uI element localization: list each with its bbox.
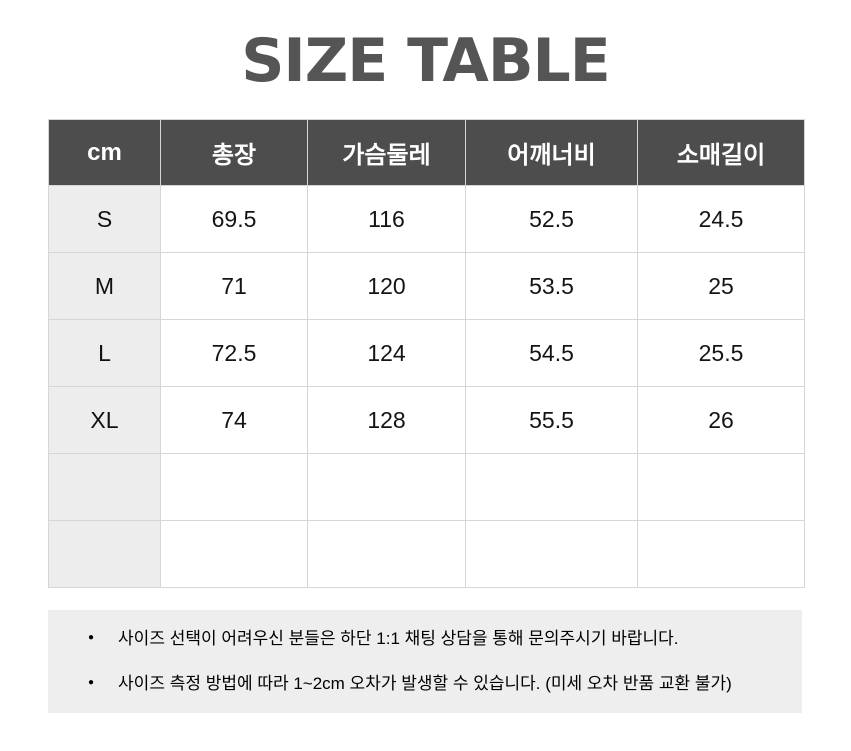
value-cell: 71 (160, 252, 308, 320)
header-cell-sleeve: 소매길이 (637, 119, 805, 186)
table-row-empty (48, 520, 805, 588)
value-cell: 55.5 (465, 386, 638, 454)
table-row-xl: XL 74 128 55.5 26 (48, 386, 805, 454)
notes-box: ● 사이즈 선택이 어려우신 분들은 하단 1:1 채팅 상담을 통해 문의주시… (48, 610, 802, 713)
bullet-icon: ● (88, 631, 95, 643)
size-cell: L (48, 319, 161, 387)
note-item: ● 사이즈 선택이 어려우신 분들은 하단 1:1 채팅 상담을 통해 문의주시… (88, 629, 782, 649)
header-cell-chest: 가슴둘레 (307, 119, 466, 186)
page-title: SIZE TABLE (241, 26, 611, 96)
value-cell: 24.5 (637, 185, 805, 253)
value-cell: 74 (160, 386, 308, 454)
header-row: cm 총장 가슴둘레 어깨너비 소매길이 (48, 119, 805, 186)
value-cell: 52.5 (465, 185, 638, 253)
value-cell (160, 520, 308, 588)
size-cell: XL (48, 386, 161, 454)
value-cell (307, 520, 466, 588)
value-cell: 25 (637, 252, 805, 320)
size-cell: S (48, 185, 161, 253)
value-cell: 120 (307, 252, 466, 320)
value-cell (637, 520, 805, 588)
value-cell (465, 520, 638, 588)
value-cell: 54.5 (465, 319, 638, 387)
value-cell: 124 (307, 319, 466, 387)
table-row-l: L 72.5 124 54.5 25.5 (48, 319, 805, 387)
value-cell (307, 453, 466, 521)
table-row-s: S 69.5 116 52.5 24.5 (48, 185, 805, 253)
value-cell: 69.5 (160, 185, 308, 253)
value-cell: 128 (307, 386, 466, 454)
size-cell (48, 520, 161, 588)
header-cell-total-length: 총장 (160, 119, 308, 186)
size-cell (48, 453, 161, 521)
value-cell: 26 (637, 386, 805, 454)
value-cell: 53.5 (465, 252, 638, 320)
size-cell: M (48, 252, 161, 320)
bullet-icon: ● (88, 677, 95, 689)
note-text: 사이즈 측정 방법에 따라 1~2cm 오차가 발생할 수 있습니다. (미세 … (118, 674, 732, 693)
value-cell: 25.5 (637, 319, 805, 387)
table-row-empty (48, 453, 805, 521)
value-cell (465, 453, 638, 521)
value-cell (160, 453, 308, 521)
note-text: 사이즈 선택이 어려우신 분들은 하단 1:1 채팅 상담을 통해 문의주시기 … (118, 628, 679, 648)
table-row-m: M 71 120 53.5 25 (48, 252, 805, 320)
note-item: ● 사이즈 측정 방법에 따라 1~2cm 오차가 발생할 수 있습니다. (미… (88, 674, 782, 694)
value-cell: 72.5 (160, 319, 308, 387)
size-table: cm 총장 가슴둘레 어깨너비 소매길이 S 69.5 116 52.5 24.… (48, 119, 805, 588)
header-cell-shoulder: 어깨너비 (465, 119, 638, 186)
value-cell (637, 453, 805, 521)
value-cell: 116 (307, 185, 466, 253)
header-cell-unit: cm (48, 119, 161, 186)
